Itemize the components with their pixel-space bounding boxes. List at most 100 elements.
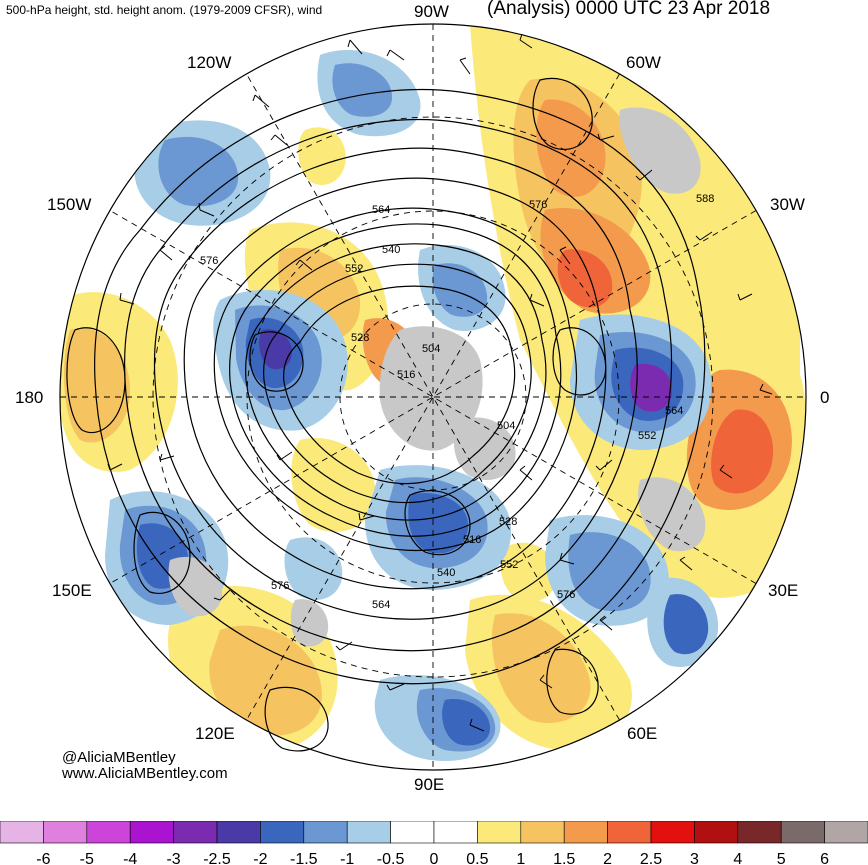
colorbar-swatch [563,821,608,844]
map-subtitle: 500-hPa height, std. height anom. (1979-… [6,3,323,17]
contour-label: 528 [351,332,369,344]
anomaly-region [568,532,651,612]
anomaly-region [442,699,490,746]
colorbar-swatch [173,821,218,844]
anomaly-region [491,613,591,724]
colorbar-tick-label: -1.5 [290,851,318,865]
colorbar-tick-label: 2 [603,851,612,865]
contour-label: 540 [382,244,400,256]
lon-label-180: 180 [15,388,43,407]
colorbar-tick-label: 1 [516,851,525,865]
lon-label-60e: 60E [627,724,657,743]
colorbar-swatch [86,821,131,844]
lon-label-30e: 30E [768,581,798,600]
colorbar-swatch [43,821,88,844]
colorbar-swatch [650,821,695,844]
contour-label: 576 [529,199,547,211]
colorbar-ticks: -6 -5 -4 -3 -2.5 -2 -1.5 -1 -0.5 0 0.5 1 1.5 2 2.5 3 4 5 6 [36,851,829,865]
colorbar-swatch [0,821,44,844]
anomaly-region [711,409,774,494]
anomaly-region [432,263,488,317]
colorbar-swatch [607,821,652,844]
colorbar-tick-label: 0 [430,851,439,865]
lon-label-0: 0 [820,388,829,407]
colorbar-tick-label: 0.5 [466,851,488,865]
anomaly-region [298,127,346,185]
contour-label: 528 [499,516,517,528]
colorbar-tick-label: 2.5 [640,851,662,865]
contour-label: 564 [372,204,390,216]
terrain-mask [619,107,701,194]
contour-labels: 504 504 516 516 528 528 540 540 552 552 … [200,193,714,611]
contour-label: 516 [463,534,481,546]
colorbar-swatch [520,821,565,844]
colorbar-tick-label: -6 [36,851,50,865]
lon-label-150e: 150E [52,581,92,600]
terrain-mask [453,417,516,480]
anomaly-region [557,249,613,308]
colorbar-swatch [737,821,782,844]
anomaly-region [630,363,672,412]
colorbar-tick-label: -5 [80,851,94,865]
colorbar-swatch [260,821,305,844]
contour-label: 552 [500,559,518,571]
colorbar-tick-label: -3 [166,851,180,865]
colorbar-swatch [694,821,739,844]
anomaly-shading [60,24,806,761]
colorbar-swatch [824,821,868,844]
colorbar-tick-label: 5 [777,851,786,865]
terrain-mask [290,599,329,647]
anomaly-region [332,63,393,117]
credit-handle: @AliciaMBentley [62,749,176,766]
anomaly-region [259,329,292,370]
contour-label: 504 [422,343,440,355]
colorbar-tick-label: -4 [123,851,137,865]
contour-label: 552 [345,263,363,275]
anomaly-region [663,594,709,655]
map-title: (Analysis) 0000 UTC 23 Apr 2018 [487,0,771,19]
contour-label: 504 [497,420,515,432]
contour-label: 576 [557,589,575,601]
lon-label-120e: 120E [195,724,235,743]
credit-url: www.AliciaMBentley.com [62,765,228,782]
colorbar-tick-label: 3 [690,851,699,865]
colorbar-tick-label: -2.5 [203,851,231,865]
colorbar-tick-label: 6 [820,851,829,865]
colorbar-swatch [216,821,261,844]
colorbar-swatch [303,821,348,844]
colorbar-tick-label: -1 [340,851,354,865]
lon-label-60w: 60W [626,53,661,72]
contour-label: 552 [638,430,656,442]
contour-label: 564 [372,599,390,611]
anomaly-region [284,537,343,600]
colorbar-tick-label: 4 [733,851,742,865]
graticule [60,24,806,770]
colorbar-tick-label: 1.5 [553,851,575,865]
colorbar-boxes [0,821,868,844]
colorbar-swatch [129,821,174,844]
contour-label: 576 [271,580,289,592]
colorbar-swatch [780,821,825,844]
contour-label: 564 [665,405,683,417]
colorbar-swatch [477,821,522,844]
lon-label-90e: 90E [414,775,444,794]
contour-label: 576 [200,255,218,267]
anomaly-region [64,328,130,443]
colorbar-tick-label: -0.5 [377,851,405,865]
lon-label-90w: 90W [414,2,449,21]
terrain-mask [168,556,223,617]
contour-label: 516 [397,369,415,381]
height-contours [66,77,706,752]
colorbar-swatch [390,821,435,844]
contour-label: 588 [696,193,714,205]
colorbar: -6 -5 -4 -3 -2.5 -2 -1.5 -1 -0.5 0 0.5 1 1.5 2 2.5 3 4 5 6 [0,821,868,865]
anomaly-region [291,438,376,532]
contour-label: 540 [437,567,455,579]
colorbar-tick-label: -2 [253,851,267,865]
colorbar-swatch [433,821,478,844]
lon-label-30w: 30W [770,195,805,214]
terrain-mask [638,477,706,552]
lon-label-120w: 120W [187,53,231,72]
anomaly-region [408,493,469,554]
